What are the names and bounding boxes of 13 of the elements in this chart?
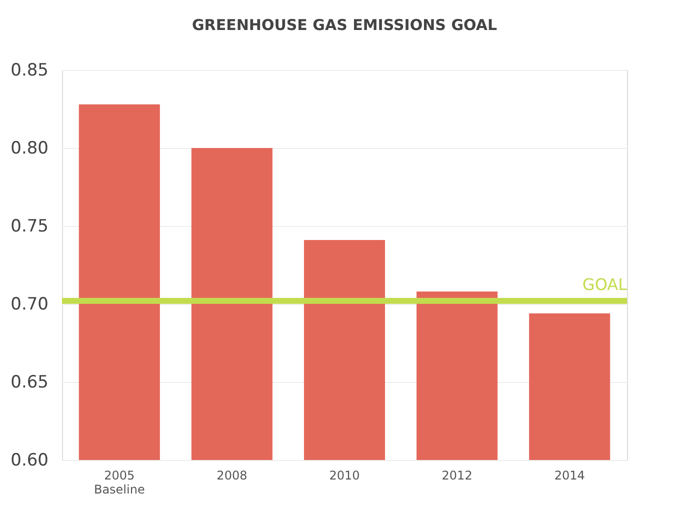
ref-line-label: GOAL [582,274,628,294]
y-tick-label: 0.65 [10,372,48,392]
y-tick-label: 0.85 [10,60,48,80]
x-tick-label: 2008 [216,468,248,482]
y-tick-label: 0.70 [10,294,48,314]
x-tick-label: 2010 [329,468,360,482]
x-tick-label: 2012 [442,468,472,482]
chart-title: GREENHOUSE GAS EMISSIONS GOAL [192,16,498,34]
x-tick-label: 2014 [554,468,585,482]
y-tick-label: 0.60 [10,450,48,470]
y-tick-label: 0.75 [10,216,48,236]
x-tick-label: 2005 Baseline [94,468,145,496]
y-tick-label: 0.80 [10,138,48,158]
